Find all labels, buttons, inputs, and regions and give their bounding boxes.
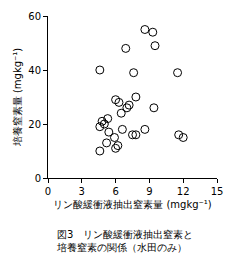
svg-text:20: 20 — [28, 119, 41, 130]
svg-text:0: 0 — [35, 173, 41, 184]
svg-text:6: 6 — [112, 186, 118, 197]
svg-text:15: 15 — [211, 186, 224, 197]
svg-text:培養窒素量 (mgkg⁻¹): 培養窒素量 (mgkg⁻¹) — [12, 48, 23, 148]
svg-text:9: 9 — [146, 186, 152, 197]
svg-text:12: 12 — [177, 186, 190, 197]
svg-text:0: 0 — [45, 186, 51, 197]
svg-text:60: 60 — [28, 11, 41, 22]
svg-text:図3 リン酸緩衝液抽出窒素と培養窒素の関係（水田のみ）: 図3 リン酸緩衝液抽出窒素と培養窒素の関係（水田のみ） — [56, 229, 193, 253]
svg-text:40: 40 — [28, 65, 41, 76]
svg-text:3: 3 — [79, 186, 85, 197]
svg-text:リン酸緩衝液抽出窒素量 (mgkg⁻¹): リン酸緩衝液抽出窒素量 (mgkg⁻¹) — [53, 199, 212, 210]
